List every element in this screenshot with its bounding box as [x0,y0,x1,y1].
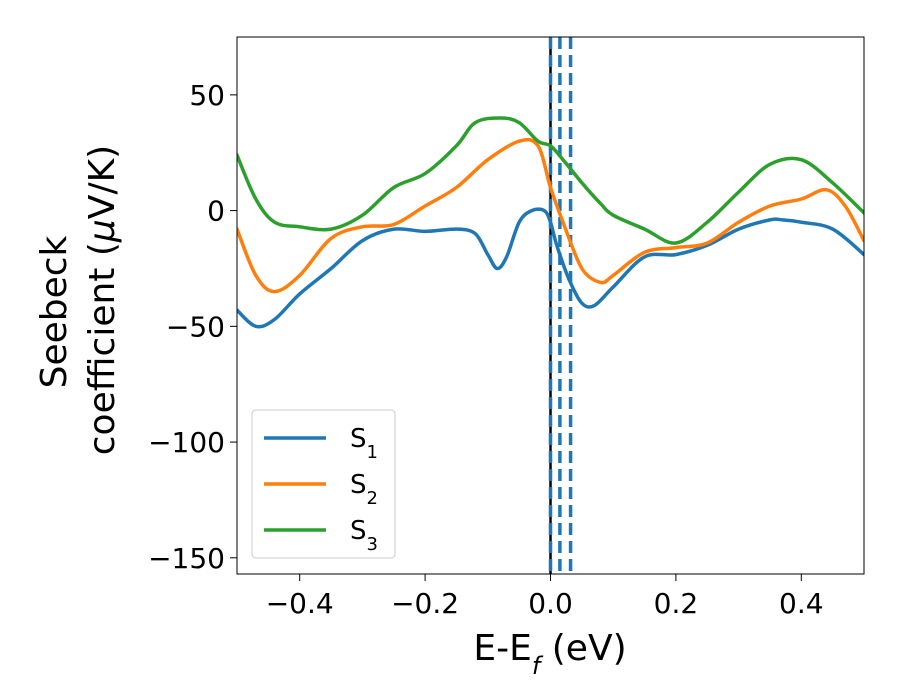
legend-label-s2: S2 [350,470,378,509]
legend-label-s1: S1 [350,424,378,463]
plot-area [237,37,864,574]
y-tick-label: 50 [189,79,225,112]
series-line-s3 [237,116,864,245]
legend-label-s3: S3 [350,516,378,555]
y-tick-label: −150 [148,542,225,575]
y-tick-label: −50 [166,310,225,343]
x-tick-label: −0.4 [266,587,334,620]
x-axis: −0.4 −0.2 0.0 0.2 0.4 [266,574,824,620]
x-axis-title: E-Ef (eV) [473,628,626,680]
x-tick-label: −0.2 [391,587,459,620]
series-line-s2 [237,137,864,294]
y-axis: 50 0 −50 −100 −150 [148,79,237,575]
y-axis-title-line2: coefficient (μV/K) [82,145,123,455]
legend: S1 S2 S3 [251,409,396,559]
x-tick-label: 0.4 [779,587,824,620]
y-tick-label: −100 [148,426,225,459]
y-axis-title-line1: Seebeck [34,235,75,388]
x-tick-label: 0.0 [528,587,573,620]
y-tick-label: 0 [207,195,225,228]
x-tick-label: 0.2 [654,587,699,620]
series-line-s1 [237,207,864,329]
